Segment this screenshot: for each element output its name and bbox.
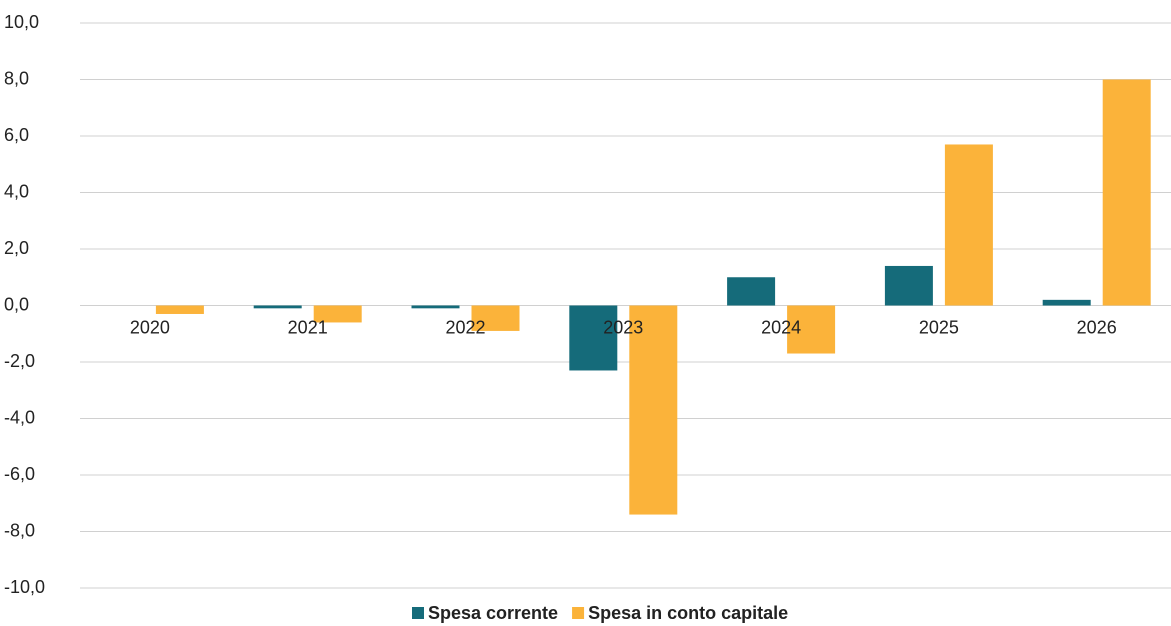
bar <box>253 305 302 309</box>
y-tick-label: 6,0 <box>4 125 29 145</box>
bar <box>569 305 618 371</box>
legend-swatch <box>572 607 585 619</box>
y-tick-label: 8,0 <box>4 68 29 88</box>
legend-swatch <box>412 607 424 619</box>
bar <box>787 305 836 354</box>
x-tick-label: 2023 <box>603 317 643 337</box>
x-tick-label: 2025 <box>919 317 959 337</box>
y-tick-label: 4,0 <box>4 181 29 201</box>
x-tick-label: 2020 <box>130 317 170 337</box>
legend-label: Spesa in conto capitale <box>588 603 788 623</box>
x-tick-label: 2024 <box>761 317 801 337</box>
bar <box>155 305 204 314</box>
bar <box>313 305 362 323</box>
y-tick-label: 10,0 <box>4 12 39 32</box>
y-tick-label: 0,0 <box>4 294 29 314</box>
bar <box>1042 299 1091 306</box>
bar <box>1102 79 1151 306</box>
legend-label: Spesa corrente <box>428 603 558 623</box>
bar <box>629 305 678 515</box>
y-tick-label: 2,0 <box>4 238 29 258</box>
bar <box>471 305 520 331</box>
x-tick-label: 2021 <box>288 317 328 337</box>
bar <box>884 265 933 306</box>
y-tick-label: -6,0 <box>4 464 35 484</box>
y-tick-label: -4,0 <box>4 407 35 427</box>
x-tick-label: 2022 <box>445 317 485 337</box>
y-tick-label: -8,0 <box>4 520 35 540</box>
y-tick-label: -2,0 <box>4 351 35 371</box>
bar <box>944 144 993 306</box>
bar <box>411 305 460 309</box>
x-tick-label: 2026 <box>1077 317 1117 337</box>
y-tick-label: -10,0 <box>4 577 45 597</box>
bar <box>727 277 776 306</box>
